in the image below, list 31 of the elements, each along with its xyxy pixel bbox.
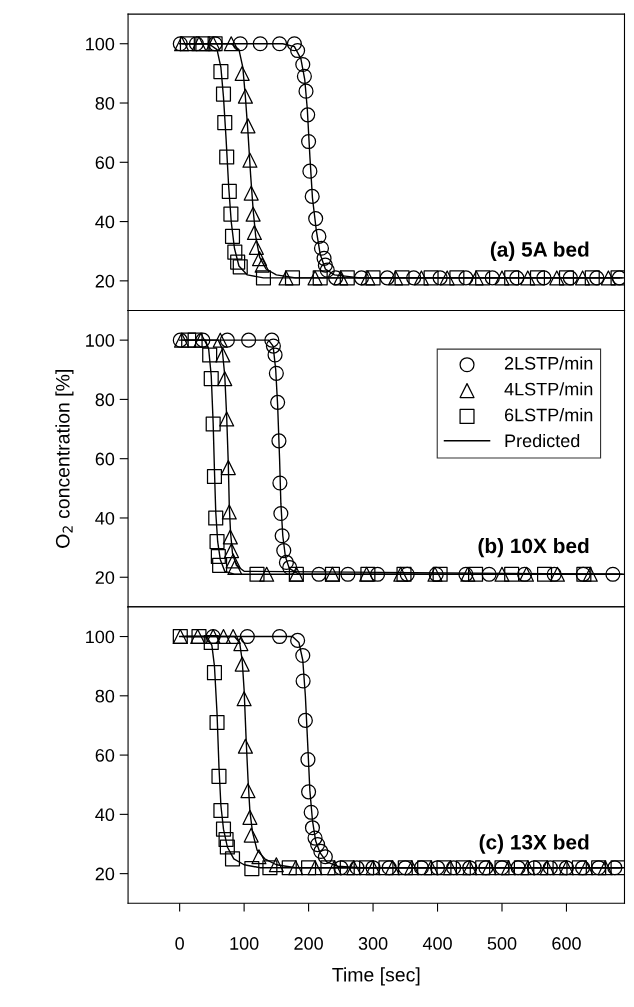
y-tick-label: 20	[95, 571, 115, 584]
legend-label: 4LSTP/min	[504, 382, 593, 396]
x-tick-label: 0	[175, 937, 184, 950]
y-tick-label: 100	[86, 334, 115, 347]
y-tick-label: 40	[95, 808, 115, 822]
x-tick-label: 500	[487, 937, 517, 950]
y-tick-label: 100	[86, 630, 115, 644]
x-tick-label: 300	[358, 937, 388, 950]
y-axis-title: O$_{2}$ concentration [%]	[55, 370, 74, 548]
y-tick-label: 80	[95, 96, 115, 110]
y-tick-label: 20	[95, 274, 115, 288]
x-tick-label: 400	[422, 937, 452, 950]
legend-label: 2LSTP/min	[504, 356, 593, 370]
legend-label: Predicted	[505, 433, 580, 448]
legend-label: 6LSTP/min	[504, 408, 593, 422]
annotation: (a) 5A bed	[490, 241, 589, 261]
y-tick-label: 60	[95, 156, 115, 170]
annotation: (b) 10X bed	[478, 537, 589, 558]
y-tick-label: 60	[95, 452, 115, 466]
x-tick-label: 600	[552, 937, 581, 950]
y-tick-label: 80	[95, 689, 115, 703]
x-axis-title: Time [sec]	[332, 967, 420, 986]
y-tick-label: 80	[95, 393, 115, 407]
y-tick-label: 20	[95, 867, 115, 881]
annotation: (c) 13X bed	[479, 834, 589, 854]
y-tick-label: 40	[95, 215, 115, 229]
y-tick-label: 100	[86, 37, 115, 51]
y-tick-label: 40	[95, 511, 115, 525]
x-tick-label: 200	[294, 937, 323, 950]
y-tick-label: 60	[95, 749, 115, 762]
x-tick-label: 100	[230, 937, 259, 950]
